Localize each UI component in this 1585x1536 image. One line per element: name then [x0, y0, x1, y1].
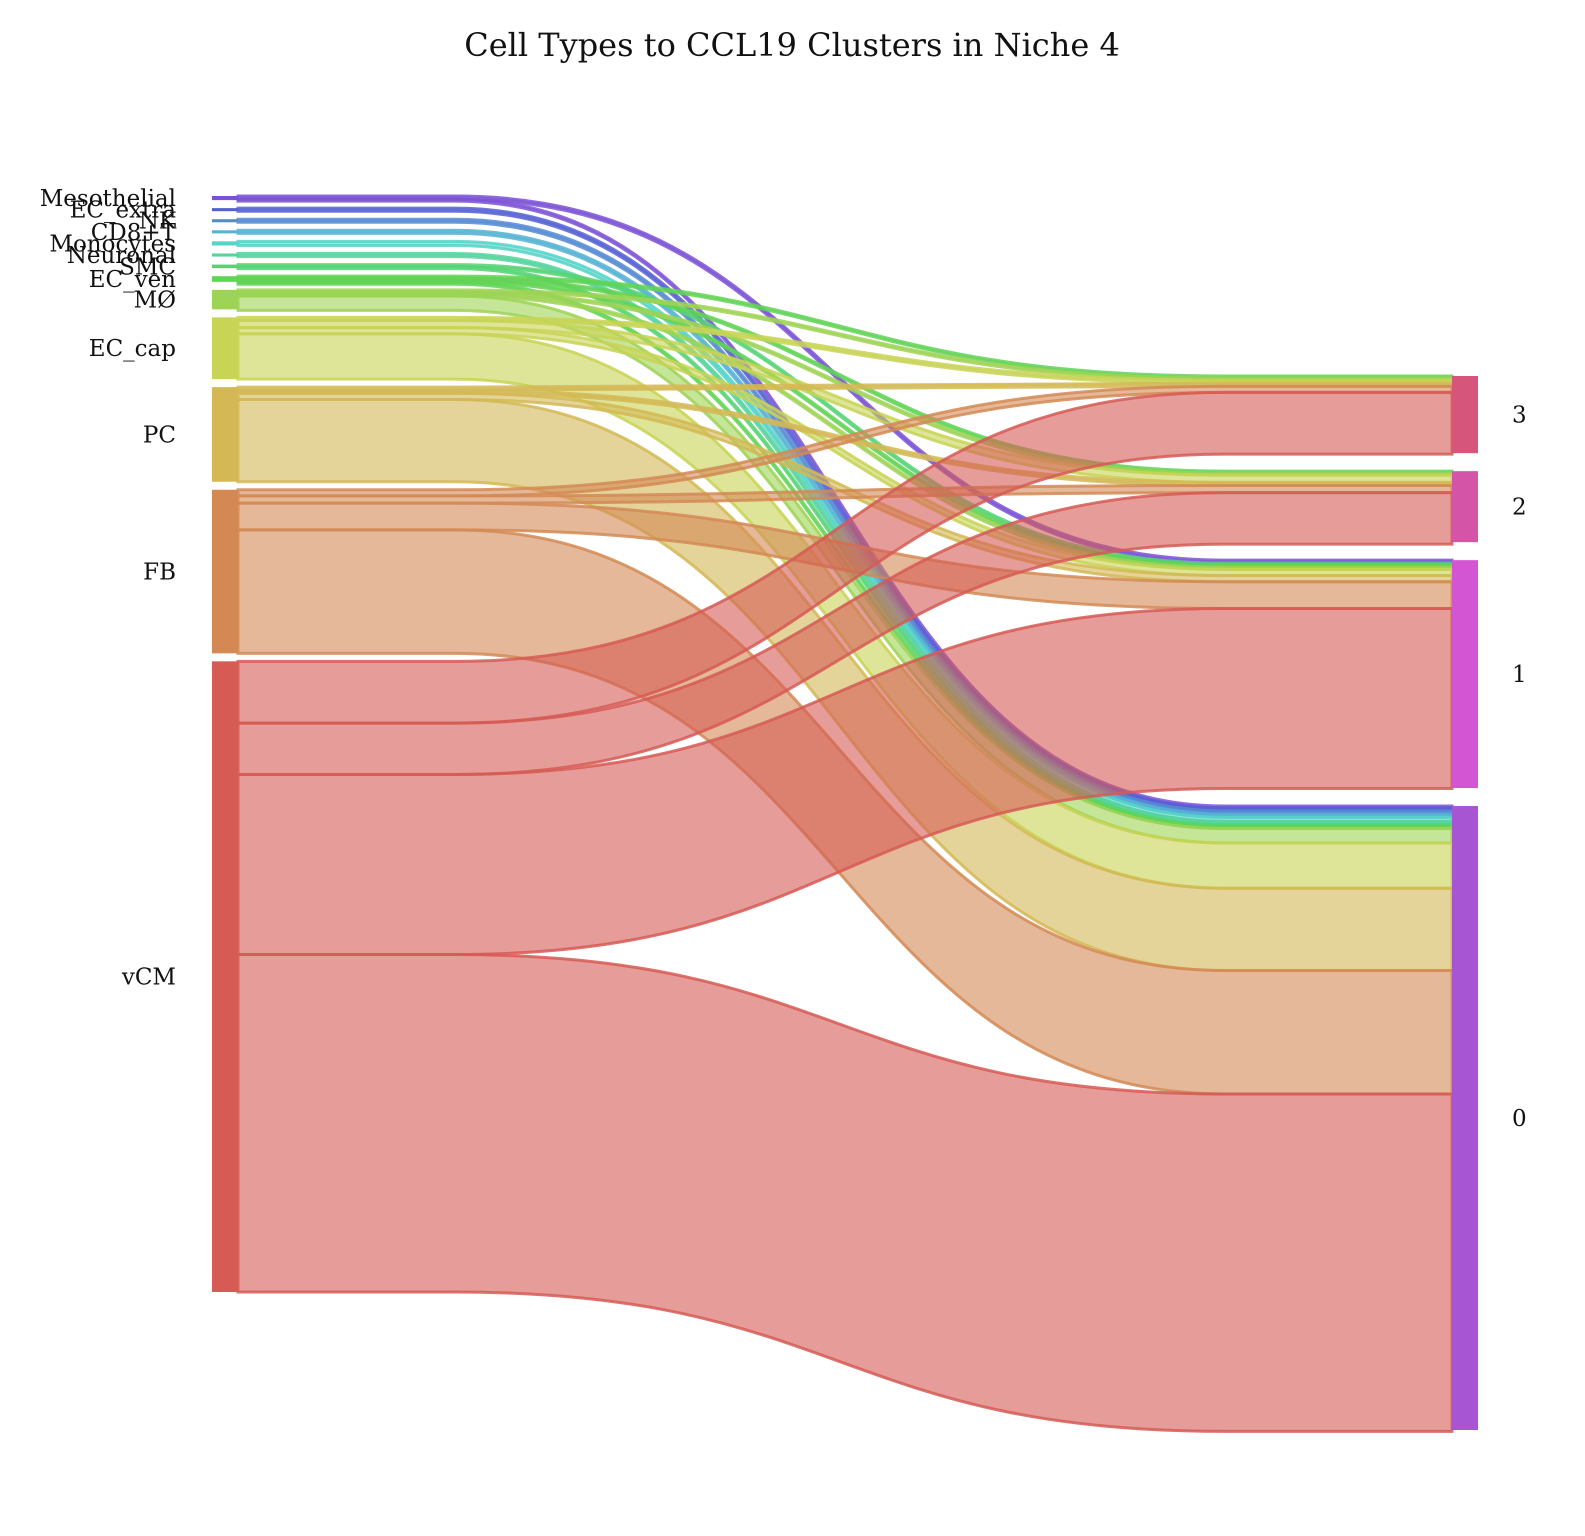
source-node-neuronal [212, 253, 238, 257]
target-node-0 [1452, 806, 1478, 1430]
source-node-cd8-t [212, 230, 238, 234]
source-label-fb: FB [143, 560, 176, 586]
source-label-mesothelial: Mesothelial [40, 186, 176, 212]
target-node-1 [1452, 560, 1478, 789]
source-node-vcm [212, 661, 238, 1292]
source-node-m [212, 289, 238, 310]
source-label-vcm: vCM [121, 965, 176, 991]
target-node-2 [1452, 471, 1478, 543]
source-label-monocytes: Monocytes [49, 231, 176, 257]
source-label-smc: SMC [119, 254, 176, 280]
source-label-ec-cap: EC_cap [89, 336, 176, 362]
source-node-nk [212, 219, 238, 223]
source-node-ec-ven [212, 276, 238, 282]
labels-layer: MesothelialEC_extraNKCD8+TMonocytesNeuro… [40, 186, 1527, 1132]
chart-title: Cell Types to CCL19 Clusters in Niche 4 [464, 26, 1120, 64]
flows-layer [236, 194, 1454, 1433]
source-label-cd8-t: CD8+T [91, 220, 177, 246]
source-node-smc [212, 264, 238, 269]
nodes-layer [212, 196, 1478, 1430]
source-node-fb [212, 489, 238, 654]
flow-vcm-to-0 [236, 953, 1454, 1433]
source-label-ec-ven: EC_ven [89, 267, 176, 293]
target-label-1: 1 [1512, 662, 1527, 688]
target-label-3: 3 [1512, 403, 1527, 429]
source-label-neuronal: Neuronal [67, 243, 176, 269]
target-label-0: 0 [1512, 1106, 1527, 1132]
source-label-nk: NK [139, 209, 177, 235]
flow-vcm-to-3 [236, 390, 1454, 725]
source-node-monocytes [212, 241, 238, 246]
source-node-pc [212, 387, 238, 482]
target-label-2: 2 [1512, 495, 1527, 521]
flow-vcm-to-2 [236, 491, 1454, 777]
source-label-m: MØ [134, 288, 176, 314]
source-node-ec-extra [212, 208, 238, 212]
source-label-pc: PC [143, 422, 176, 448]
source-node-ec-cap [212, 317, 238, 380]
source-node-mesothelial [212, 196, 238, 201]
source-label-ec-extra: EC_extra [70, 198, 177, 224]
flow-vcm-to-1 [236, 606, 1454, 957]
target-node-3 [1452, 376, 1478, 454]
